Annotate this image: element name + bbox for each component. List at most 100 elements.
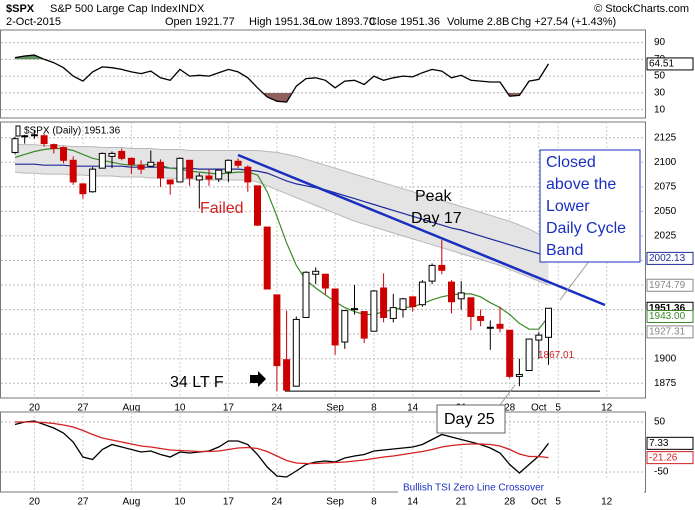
callout-box: [436, 404, 506, 434]
y-tick-label: 10: [654, 104, 666, 115]
price-label-box: [646, 325, 694, 339]
candle-body: [302, 271, 310, 318]
x-tick-label: 17: [223, 497, 235, 508]
price-label: -21.26: [649, 452, 678, 463]
candle-body: [545, 307, 552, 338]
candle-body: [60, 147, 67, 161]
candle-body: [40, 135, 48, 145]
x-tick-label: 20: [29, 403, 41, 414]
y-tick-label: 2125: [654, 132, 677, 143]
close: Close 1951.36: [369, 16, 440, 28]
price-label: 64.51: [649, 59, 674, 70]
candle-body: [331, 288, 339, 346]
candle-body: [525, 338, 533, 371]
legend-icon: [15, 125, 21, 137]
callout-text: Daily Cycle: [546, 220, 626, 237]
x-tick-label: 24: [271, 497, 283, 508]
x-tick-label: 27: [77, 403, 89, 414]
candle-body: [409, 296, 417, 308]
arrow: [250, 371, 266, 387]
candle-body: [79, 183, 87, 195]
threshold-fill: [262, 92, 522, 103]
exchange: INDX: [178, 3, 205, 15]
callout-text: above the: [546, 176, 616, 193]
candle-body: [234, 160, 242, 166]
candle-body: [418, 281, 426, 306]
candle-body: [389, 307, 397, 319]
open: Open 1921.77: [165, 16, 235, 28]
candle-body: [118, 150, 126, 159]
panel: [0, 29, 646, 119]
candle-body: [428, 264, 436, 282]
y-tick-label: 50: [654, 71, 666, 82]
candle-body: [399, 298, 407, 311]
band-upper: [15, 144, 549, 241]
x-tick-label: 10: [174, 403, 186, 414]
x-tick-label: 28: [504, 497, 516, 508]
copyright: © StockCharts.com: [594, 3, 689, 15]
candle-body: [69, 159, 77, 183]
y-tick-label: 90: [654, 37, 666, 48]
candle-body: [360, 311, 368, 339]
candle-body: [486, 326, 494, 329]
x-tick-label: 12: [601, 497, 613, 508]
symbol: $SPX: [6, 3, 35, 15]
candle-body: [244, 166, 252, 183]
candle-body: [283, 359, 291, 391]
downtrend-line: [237, 153, 606, 307]
annotation: Bullish TSI Zero Line Crossover: [403, 483, 545, 494]
candle-body: [341, 310, 349, 343]
price-label: 1943.00: [649, 311, 686, 322]
x-tick-label: 14: [407, 403, 419, 414]
change: Chg +27.54 (+1.43%): [511, 16, 616, 28]
x-tick-label: 10: [174, 497, 186, 508]
date: 2-Oct-2015: [6, 16, 61, 28]
candle-body: [321, 273, 329, 289]
x-tick-label: 8: [371, 403, 377, 414]
annotation: Day 25: [444, 411, 495, 428]
callout-text: Lower: [546, 198, 590, 215]
x-tick-label: Oct: [531, 403, 547, 414]
callout-text: Closed: [546, 154, 596, 171]
label-background: [398, 479, 644, 497]
y-tick-label: 2050: [654, 206, 677, 217]
line: [15, 421, 549, 465]
y-tick-label: 50: [654, 417, 666, 428]
line: [14, 420, 550, 478]
x-tick-label: Sep: [326, 497, 344, 508]
candle-body: [380, 287, 388, 318]
y-tick-label: 1900: [654, 353, 677, 364]
price-label-box: [646, 436, 694, 450]
x-tick-label: Aug: [123, 403, 141, 414]
callout-pointer: [499, 384, 516, 406]
index-name: S&P 500 Large Cap Index: [50, 3, 178, 15]
y-tick-label: 2025: [654, 231, 677, 242]
price-label-box: [646, 57, 694, 71]
candle-body: [137, 164, 145, 170]
candle-body: [273, 294, 281, 367]
annotation: Day 17: [411, 210, 462, 227]
candle-body: [186, 159, 194, 179]
candle-body: [457, 292, 465, 300]
price-label-box: [646, 251, 694, 265]
candle-body: [292, 318, 300, 387]
annotation: Peak: [415, 188, 452, 205]
callout-text: Band: [546, 242, 583, 259]
candle-body: [147, 161, 155, 167]
candle-body: [448, 281, 455, 303]
x-tick-label: 8: [371, 497, 377, 508]
candle-body: [438, 264, 446, 271]
candle-body: [98, 152, 106, 169]
x-tick-label: Aug: [123, 497, 141, 508]
y-tick-label: 1875: [654, 378, 677, 389]
y-tick-label: 2100: [654, 157, 677, 168]
candle-body: [263, 226, 271, 290]
line: [14, 54, 550, 103]
x-tick-label: 21: [456, 497, 468, 508]
candle-body: [166, 179, 174, 185]
candle-body: [224, 159, 232, 173]
candle-body: [351, 308, 358, 311]
candle-body: [370, 290, 378, 332]
support-label: 1867.01: [538, 350, 575, 361]
